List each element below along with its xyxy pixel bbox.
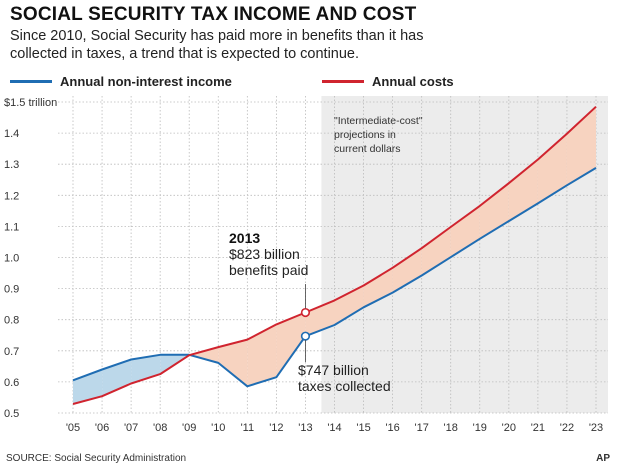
credit-note: AP — [596, 453, 610, 464]
x-tick-label: '21 — [531, 422, 545, 434]
legend-costs: Annual costs — [322, 72, 454, 90]
x-tick-label: '23 — [589, 422, 603, 434]
x-tick-label: '16 — [385, 422, 399, 434]
chart-subtitle: Since 2010, Social Security has paid mor… — [10, 28, 424, 62]
deficit-area — [508, 159, 538, 222]
legend-costs-swatch — [322, 79, 364, 83]
x-tick-label: '15 — [356, 422, 370, 434]
x-tick-label: '22 — [560, 422, 574, 434]
x-tick-label: '08 — [153, 422, 167, 434]
income-series-line — [72, 167, 597, 388]
deficit-area — [566, 106, 596, 186]
x-tick-label: '20 — [502, 422, 516, 434]
surplus-area — [102, 359, 132, 397]
projection-label-line: "Intermediate-cost" — [334, 115, 423, 127]
x-tick-label: '12 — [269, 422, 283, 434]
deficit-area — [334, 285, 364, 325]
deficit-area — [189, 347, 219, 363]
x-tick-label: '14 — [327, 422, 341, 434]
legend-income-label: Annual non-interest income — [60, 73, 232, 89]
x-tick-label: '13 — [298, 422, 312, 434]
deficit-area — [392, 248, 422, 293]
costs-series-line — [72, 105, 597, 405]
deficit-area — [247, 324, 277, 387]
y-tick-label: 1.0 — [4, 253, 19, 265]
y-tick-label: 0.9 — [4, 284, 19, 296]
deficit-area — [363, 267, 393, 308]
annotation-year: 2013 — [229, 230, 260, 246]
x-tick-label: '18 — [444, 422, 458, 434]
y-tick-label: 1.2 — [4, 190, 19, 202]
y-tick-label: 1.4 — [4, 128, 19, 140]
x-tick-label: '17 — [414, 422, 428, 434]
deficit-area — [276, 312, 306, 378]
x-tick-label: '05 — [66, 422, 80, 434]
y-tick-label: 0.7 — [4, 346, 19, 358]
y-tick-label: 0.8 — [4, 315, 19, 327]
deficit-area — [450, 205, 480, 258]
x-tick-label: '11 — [241, 422, 255, 434]
source-note: SOURCE: Social Security Administration — [6, 453, 187, 464]
projection-label-line: current dollars — [334, 143, 401, 155]
annotation-income-desc: taxes collected — [298, 378, 391, 394]
deficit-area — [537, 133, 567, 204]
annotation-income-value: $747 billion — [298, 362, 369, 378]
y-tick-label: 0.5 — [4, 408, 19, 420]
costs-2013-marker — [300, 307, 311, 318]
x-tick-label: '07 — [124, 422, 138, 434]
x-tick-label: '10 — [211, 422, 225, 434]
y-tick-label: 1.3 — [4, 159, 19, 171]
deficit-area — [218, 339, 248, 387]
legend-income: Annual non-interest income — [10, 72, 232, 90]
chart-title: SOCIAL SECURITY TAX INCOME AND COST — [10, 4, 417, 25]
y-tick-label: 1.1 — [4, 221, 19, 233]
y-tick-label: $1.5 trillion — [4, 97, 57, 109]
projection-label-line: projections in — [334, 129, 396, 141]
legend-costs-label: Annual costs — [372, 73, 454, 89]
x-tick-label: '09 — [182, 422, 196, 434]
annotation-costs-value: $823 billion — [229, 246, 300, 262]
income-2013-marker — [300, 331, 311, 341]
deficit-area — [421, 227, 451, 276]
x-tick-label: '19 — [473, 422, 487, 434]
y-tick-label: 0.6 — [4, 377, 19, 389]
x-tick-label: '06 — [95, 422, 109, 434]
legend-income-swatch — [10, 79, 52, 83]
annotation-costs-desc: benefits paid — [229, 262, 308, 278]
